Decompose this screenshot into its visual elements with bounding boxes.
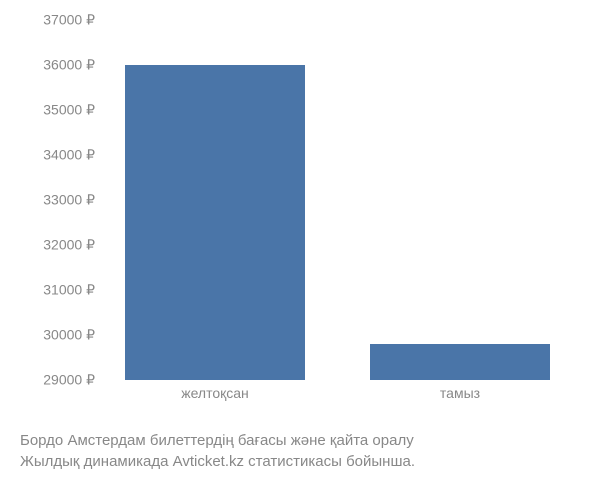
y-tick-label: 32000 ₽ [20,237,95,254]
bar [125,65,305,380]
x-tick-label: тамыз [440,385,480,401]
x-tick-label: желтоқсан [181,385,249,401]
caption-line-2: Жылдық динамикада Avticket.kz статистика… [20,451,580,472]
y-tick-label: 33000 ₽ [20,192,95,209]
y-tick-label: 37000 ₽ [20,12,95,29]
caption-line-1: Бордо Амстердам билеттердің бағасы және … [20,430,580,451]
y-tick-label: 30000 ₽ [20,327,95,344]
x-axis-labels: желтоқсан тамыз [105,385,575,415]
plot-area [105,20,575,380]
chart-caption: Бордо Амстердам билеттердің бағасы және … [20,430,580,472]
y-tick-label: 31000 ₽ [20,282,95,299]
y-axis: 29000 ₽30000 ₽31000 ₽32000 ₽33000 ₽34000… [20,20,100,380]
y-tick-label: 34000 ₽ [20,147,95,164]
y-tick-label: 35000 ₽ [20,102,95,119]
bar-chart: 29000 ₽ 30000 ₽ 31000 ₽ 32000 ₽ 33000 ₽ 34000… [20,20,580,420]
y-tick-label: 29000 ₽ [20,372,95,389]
y-tick-label: 36000 ₽ [20,57,95,74]
bar [370,344,550,380]
